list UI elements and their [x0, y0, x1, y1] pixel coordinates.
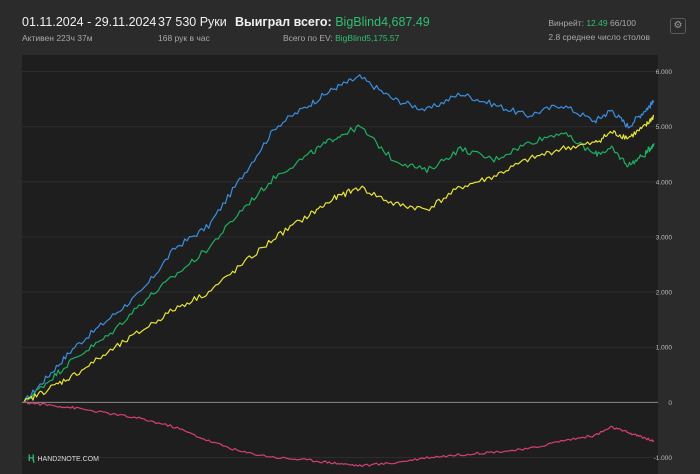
y-tick-label: 3.000 — [656, 234, 673, 241]
y-axis-ticks: 6.000 5.000 4.000 3.000 2.000 1.000 0 -1.000 — [654, 69, 673, 462]
winrate-suffix: 66/100 — [609, 18, 636, 28]
winrate: Винрейт: 12.49 66/100 — [548, 18, 650, 28]
y-tick-label: 4.000 — [656, 179, 673, 186]
ev-value: BigBlind5,175.57 — [335, 33, 400, 43]
hands-block: 37 530 Руки 168 рук в час — [158, 15, 227, 43]
hand2note-logo-icon: Ⱨ — [28, 453, 35, 463]
y-tick-label: 5.000 — [656, 124, 673, 131]
series-line-3 — [23, 114, 655, 403]
won-total: Выиграл всего: BigBlind4,687.49 — [235, 15, 430, 29]
series-line-4 — [23, 400, 655, 468]
won-block: Выиграл всего: BigBlind4,687.49 Всего по… — [235, 15, 430, 43]
plot-area — [22, 55, 658, 474]
grid-lines — [22, 71, 658, 458]
ev-total: Всего по EV: BigBlind5,175.57 — [283, 33, 430, 43]
date-block: 01.11.2024 - 29.11.2024 Активен 223ч 37м — [22, 15, 156, 43]
avg-tables: 2.8 среднее число столов — [548, 32, 650, 42]
y-tick-label: 6.000 — [656, 69, 673, 76]
series-line-1 — [23, 74, 655, 403]
winrate-value: 12.49 — [586, 18, 608, 28]
gear-icon[interactable]: ⚙ — [670, 18, 686, 34]
hands-per-hour: 168 рук в час — [158, 33, 210, 43]
series-line-2 — [23, 124, 655, 403]
y-tick-label: 1.000 — [656, 345, 673, 352]
date-range[interactable]: 01.11.2024 - 29.11.2024 — [22, 15, 157, 29]
active-time: Активен 223ч 37м — [22, 33, 93, 43]
logo-text: HAND2NOTE.COM — [37, 456, 99, 463]
stats-header: 01.11.2024 - 29.11.2024 Активен 223ч 37м… — [0, 0, 700, 48]
winrate-block: Винрейт: 12.49 66/100 2.8 среднее число … — [548, 18, 650, 42]
profit-chart: 6.000 5.000 4.000 3.000 2.000 1.000 0 -1.000 — [22, 55, 673, 474]
hand2note-logo[interactable]: Ⱨ HAND2NOTE.COM — [28, 453, 99, 463]
hands-count: 37 530 Руки — [158, 15, 227, 29]
series-lines — [23, 74, 655, 468]
won-label: Выиграл всего: — [235, 15, 332, 29]
y-tick-label: -1.000 — [654, 455, 673, 462]
won-value: BigBlind4,687.49 — [335, 15, 430, 29]
ev-label: Всего по EV: — [283, 33, 333, 43]
y-tick-label: 0 — [668, 400, 672, 407]
y-tick-label: 2.000 — [656, 290, 673, 297]
winrate-label: Винрейт: — [548, 18, 584, 28]
